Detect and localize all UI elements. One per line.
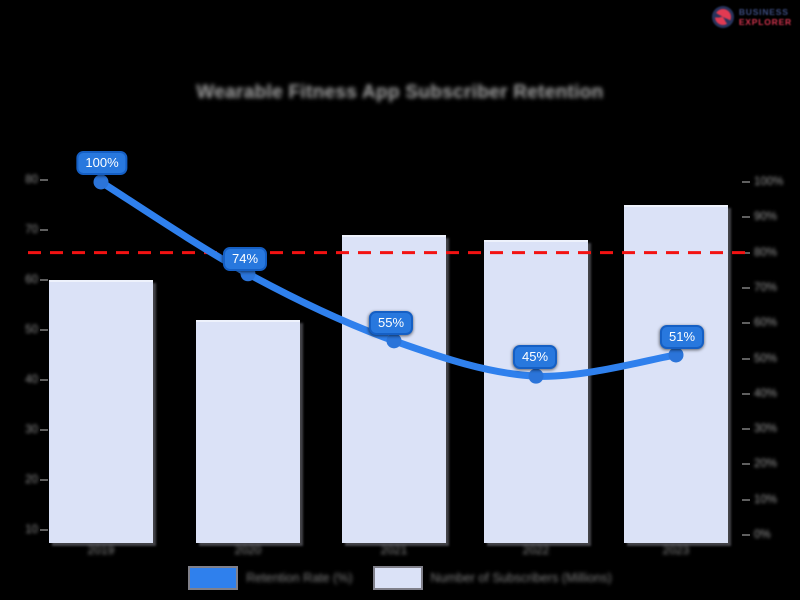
x-axis-tick-label: 2020 <box>234 543 262 557</box>
y-axis-left-tick-mark <box>40 279 48 281</box>
brand-logo-icon <box>711 6 734 28</box>
legend-swatch-retention <box>188 566 239 590</box>
y-axis-right-tick-label: 0% <box>754 529 771 541</box>
y-axis-right-tick-label: 100% <box>754 176 784 188</box>
legend-item: Number of Subscribers (Millions) <box>372 566 612 590</box>
subscribers-bar <box>196 320 300 543</box>
legend-swatch-subscribers <box>372 566 423 590</box>
y-axis-right-tick-label: 50% <box>754 352 778 365</box>
value-callout: 51% <box>659 324 705 349</box>
brand-name-line1: BUSINESS <box>738 7 789 17</box>
y-axis-right-tick-mark <box>742 534 750 536</box>
y-axis-left-tick-label: 70 <box>25 224 38 236</box>
y-axis-left-tick-label: 60 <box>25 274 38 286</box>
y-axis-right-tick-label: 70% <box>754 281 778 294</box>
y-axis-right-tick-label: 40% <box>754 387 778 400</box>
y-axis-right-tick-mark <box>742 181 750 183</box>
y-axis-left-tick-mark <box>40 329 48 331</box>
legend-label: Number of Subscribers (Millions) <box>430 571 612 585</box>
value-callout: 100% <box>76 151 128 175</box>
y-axis-left-tick-mark <box>40 229 48 231</box>
value-callout: 55% <box>368 310 414 335</box>
y-axis-right-tick-mark <box>742 498 750 501</box>
chart-title: Wearable Fitness App Subscriber Retentio… <box>196 82 604 103</box>
brand-name-line2: EXPLORER <box>738 17 792 27</box>
subscribers-bar <box>484 240 588 543</box>
y-axis-right-tick-label: 20% <box>754 458 778 471</box>
y-axis-left-tick-label: 20 <box>25 474 38 486</box>
y-axis-right-tick-label: 30% <box>754 423 778 436</box>
subscribers-bar <box>49 280 153 543</box>
y-axis-right-tick-label: 60% <box>754 317 778 330</box>
data-point-marker <box>93 174 109 190</box>
y-axis-right-tick-mark <box>742 463 750 466</box>
y-axis-left-tick-label: 40 <box>25 374 38 386</box>
value-callout: 74% <box>222 246 268 271</box>
y-axis-right-tick-label: 90% <box>754 211 778 224</box>
legend-item: Retention Rate (%) <box>188 566 353 590</box>
x-axis-tick-label: 2021 <box>380 543 408 557</box>
y-axis-left-tick-label: 30 <box>25 424 38 436</box>
y-axis-right-tick-mark <box>742 392 750 395</box>
y-axis-left-tick-mark <box>40 379 48 381</box>
x-axis-tick-label: 2022 <box>522 543 550 557</box>
x-axis-tick-label: 2019 <box>87 543 115 557</box>
y-axis-left-tick-mark <box>40 529 48 531</box>
y-axis-right-tick-mark <box>742 428 750 431</box>
y-axis-right-tick-mark <box>742 251 750 254</box>
brand-logo: BUSINESS EXPLORER <box>711 6 792 28</box>
y-axis-left-tick-mark <box>40 479 48 481</box>
legend-label: Retention Rate (%) <box>246 571 353 585</box>
chart-legend: Retention Rate (%) Number of Subscribers … <box>0 566 800 590</box>
y-axis-left-tick-label: 80 <box>25 174 38 186</box>
y-axis-right-tick-mark <box>742 322 750 325</box>
subscribers-bar <box>342 235 446 543</box>
y-axis-left-tick-mark <box>40 429 48 431</box>
y-axis-right-tick-mark <box>742 286 750 289</box>
y-axis-right-tick-mark <box>742 357 750 360</box>
y-axis-left-tick-mark <box>40 179 48 181</box>
subscribers-bar <box>624 205 728 543</box>
y-axis-left-tick-label: 50 <box>25 324 38 336</box>
value-callout: 45% <box>512 345 558 370</box>
y-axis-right-tick-mark <box>742 216 750 219</box>
y-axis-right-tick-label: 80% <box>754 246 778 259</box>
y-axis-left-tick-label: 10 <box>25 524 38 536</box>
x-axis-tick-label: 2023 <box>662 543 690 557</box>
y-axis-right-tick-label: 10% <box>754 493 778 506</box>
